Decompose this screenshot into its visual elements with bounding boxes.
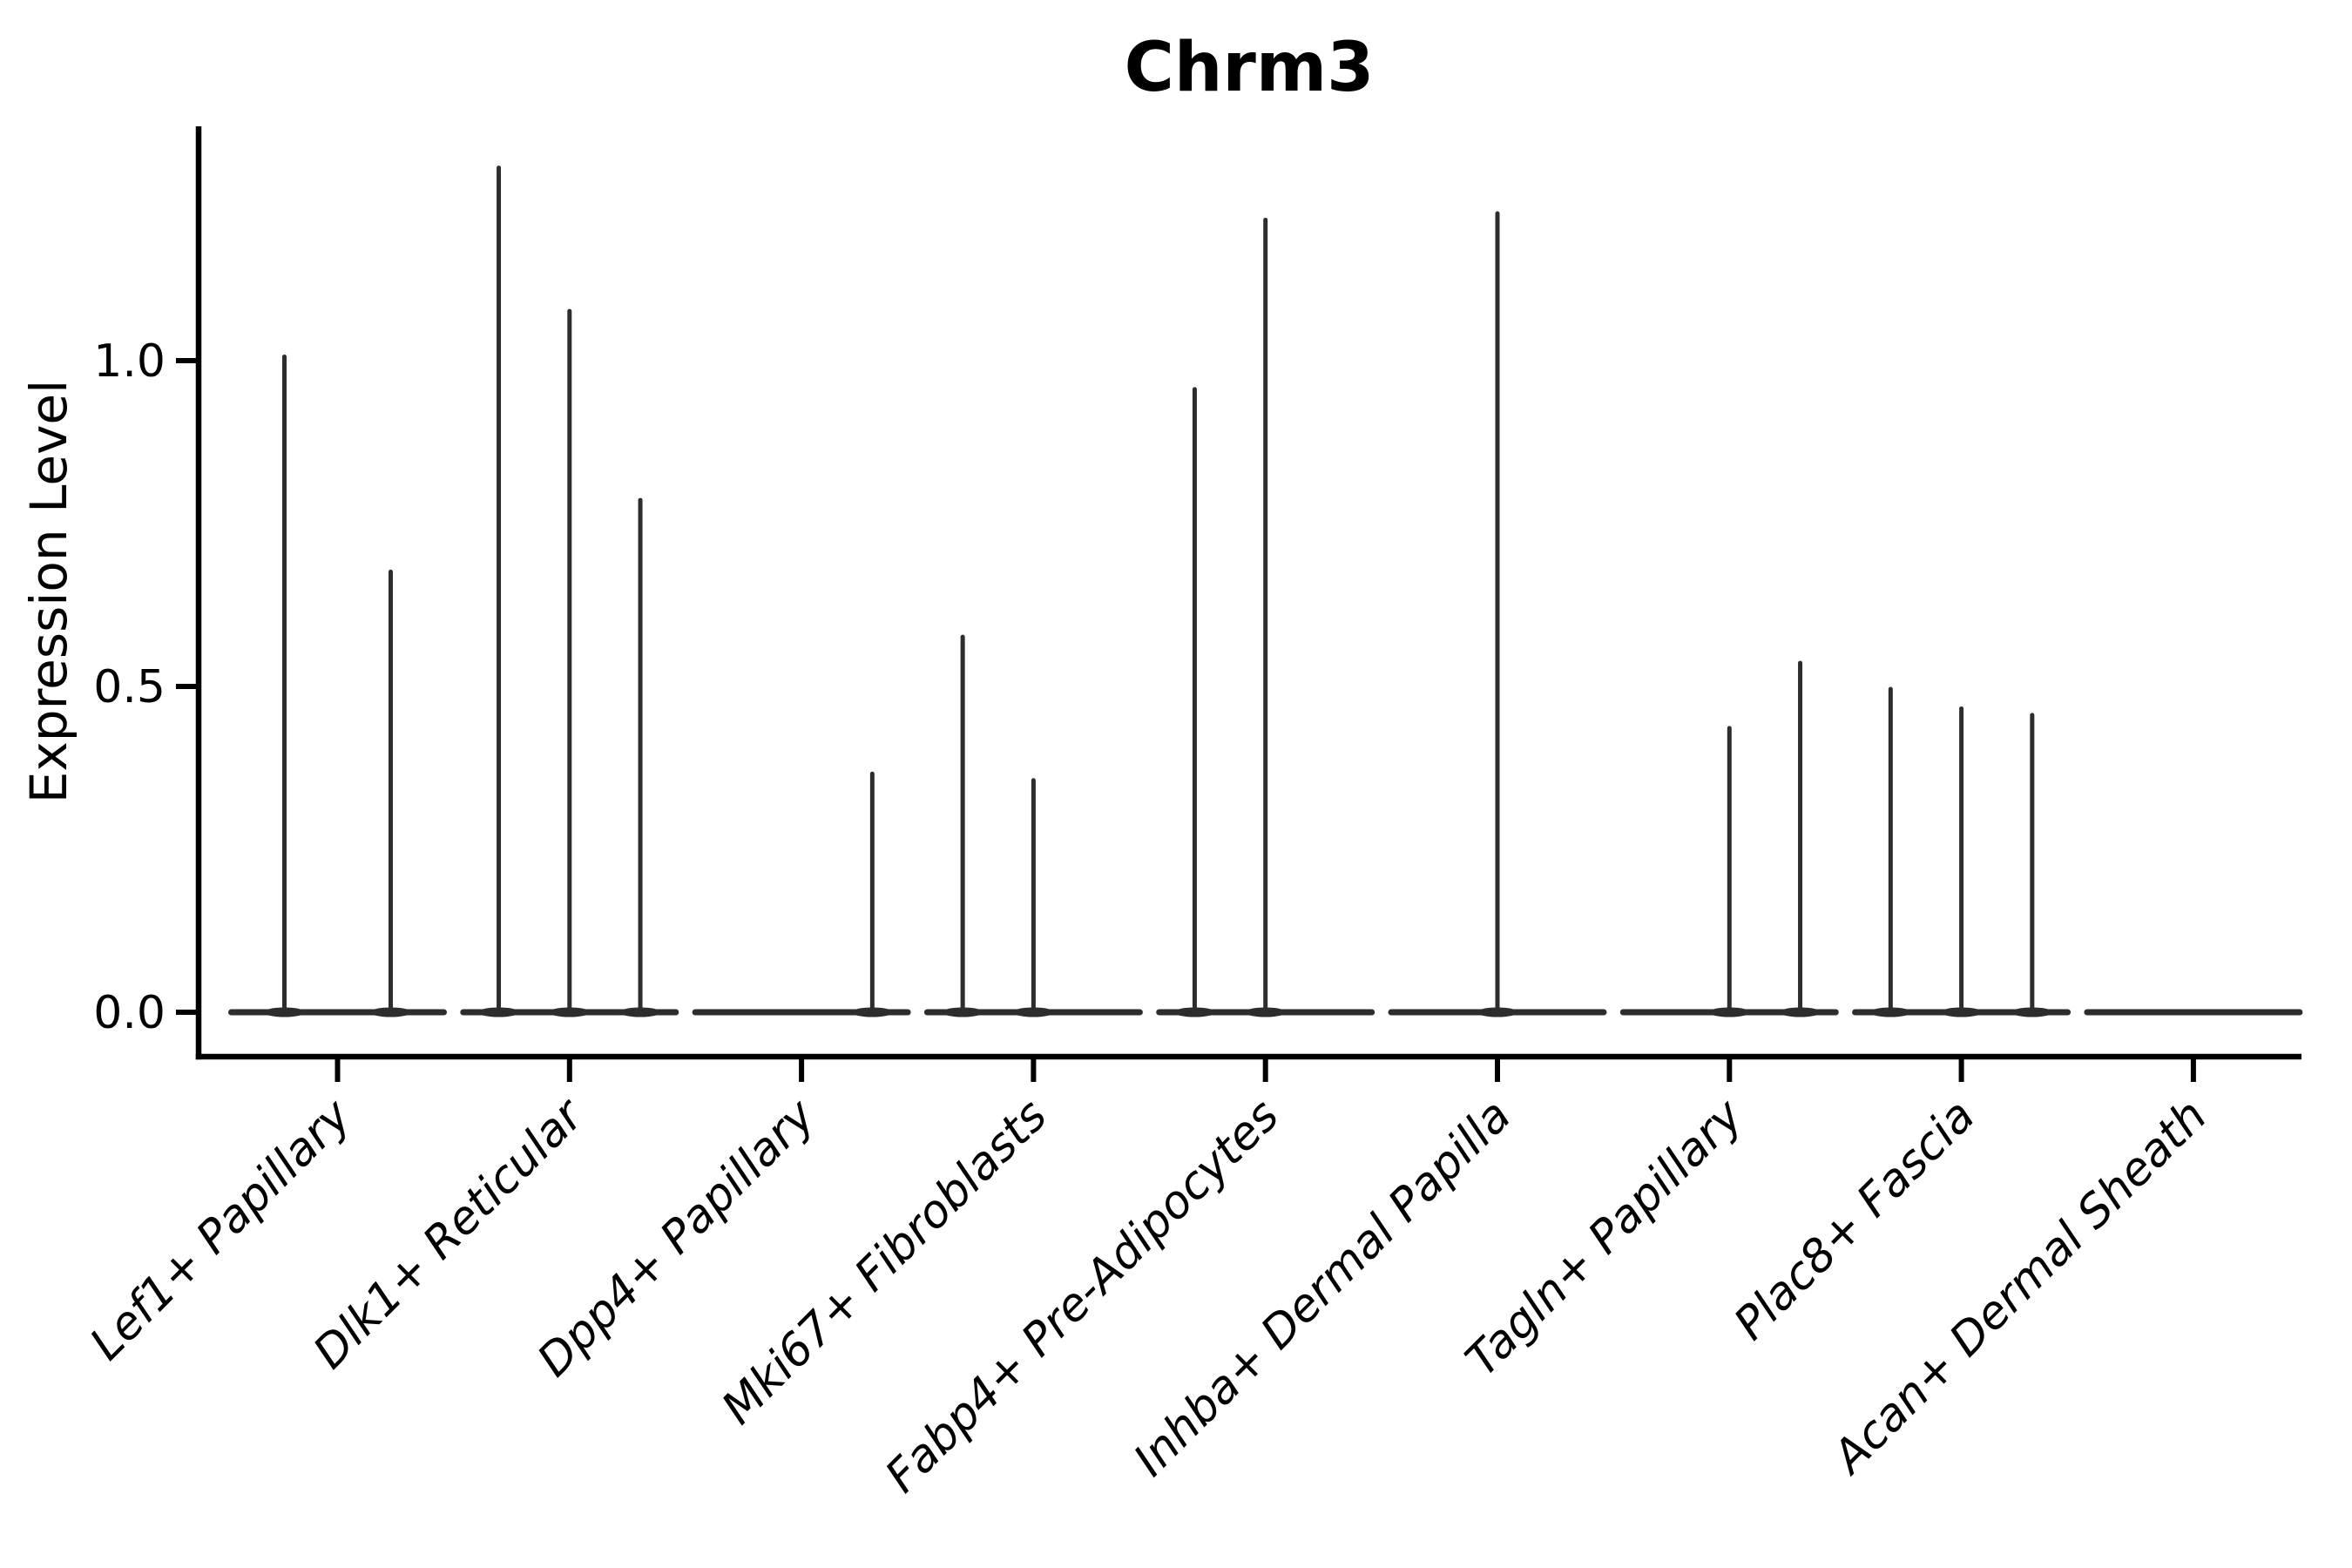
y-tick-label: 1.0 (93, 335, 166, 388)
x-tick-label: Inhba+ Dermal Papilla (1124, 1090, 1521, 1487)
violins-layer (228, 166, 2303, 1017)
y-axis-label: Expression Level (19, 380, 78, 803)
x-tick-label: Acan+ Dermal Sheath (1821, 1090, 2217, 1485)
chart-title: Chrm3 (1125, 29, 1375, 107)
y-ticks-layer: 0.0 0.5 1.0 (93, 335, 197, 1039)
axes-layer (195, 126, 2301, 1060)
x-tick-label: Fabp4+ Pre-Adipocytes (875, 1090, 1289, 1504)
y-tick-label: 0.5 (93, 661, 166, 713)
y-tick-label: 0.0 (93, 987, 166, 1039)
x-tick-label: Plac8+ Fascia (1725, 1090, 1985, 1350)
